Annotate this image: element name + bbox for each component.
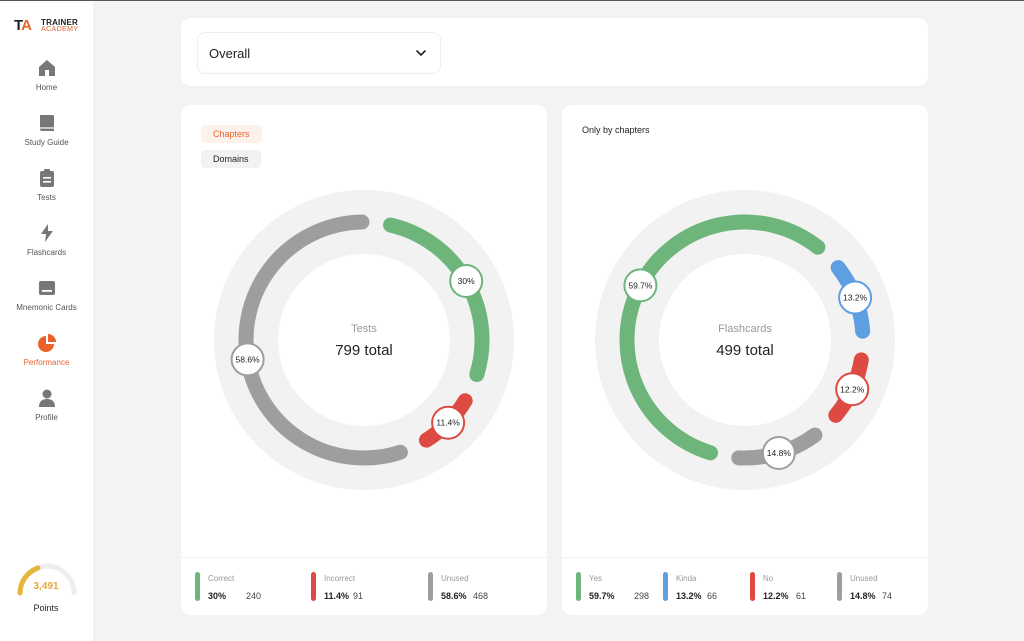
logo-line-1: TRAINER [41, 18, 78, 27]
legend-count: 240 [246, 591, 262, 601]
book-icon [40, 115, 54, 131]
donut-hole [659, 254, 831, 426]
label-bubble [838, 280, 873, 315]
filter-card: Overall [181, 18, 928, 86]
points-value: 3,491 [33, 581, 59, 592]
segment-label-correct: 30% [449, 264, 484, 298]
legend-swatch [663, 572, 668, 601]
clipboard-icon [40, 169, 54, 187]
card-icon [39, 281, 55, 295]
nav-label: Flashcards [26, 248, 67, 257]
nav-label: Performance [23, 358, 70, 367]
legend-name: Correct [208, 574, 235, 583]
logo-mark: TA [14, 17, 32, 34]
nav-label: Tests [37, 193, 56, 202]
donut-hole [278, 254, 450, 426]
legend-name: Unused [850, 574, 878, 583]
chevron-down-icon [416, 50, 426, 56]
segment-label-yes: 59.7% [623, 268, 658, 303]
lightning-icon [41, 224, 53, 242]
segment-label-incorrect: 11.4% [431, 405, 466, 440]
label-text: 12.2% [840, 384, 865, 394]
tests-legend: Correct 30% 240 Incorrect 11.4% 91 Unuse… [181, 557, 547, 615]
label-text: 30% [458, 276, 475, 286]
nav-label: Mnemonic Cards [16, 303, 77, 312]
donut-center-label: Tests [351, 323, 377, 335]
nav-item-study-guide[interactable]: Study Guide [0, 113, 93, 159]
logo-line-2: ACADEMY [41, 26, 79, 33]
legend-percent: 12.2% [763, 591, 789, 601]
legend-swatch [750, 572, 755, 601]
legend-name: Incorrect [324, 574, 356, 583]
pie-chart-icon [38, 334, 56, 352]
tests-card: Chapters Domains Tests 799 total 30% 11.4… [181, 105, 547, 615]
flashcards-donut-chart: Flashcards 499 total 59.7% 13.2% 12.2% 14.8… [595, 190, 895, 490]
label-text: 58.6% [236, 354, 261, 364]
tab-domains[interactable]: Domains [201, 150, 261, 168]
label-text: 14.8% [767, 448, 792, 458]
label-bubble [449, 264, 484, 298]
legend-count: 61 [796, 591, 807, 601]
legend-count: 298 [634, 591, 650, 601]
nav-label: Home [35, 83, 58, 92]
nav-item-home[interactable]: Home [0, 58, 93, 104]
legend-count: 66 [707, 591, 718, 601]
nav-item-flashcards[interactable]: Flashcards [0, 223, 93, 269]
card-subtitle: Only by chapters [582, 125, 650, 135]
user-icon [39, 389, 55, 407]
legend-percent: 59.7% [589, 591, 615, 601]
legend-swatch [428, 572, 433, 601]
nav-label: Profile [35, 413, 58, 422]
brand-logo[interactable]: TA TRAINER ACADEMY [14, 17, 84, 37]
legend-name: Unused [441, 574, 469, 583]
flashcards-card: Only by chapters Flashcards 499 total 59… [562, 105, 928, 615]
donut-center-label: Flashcards [718, 323, 772, 335]
nav-item-mnemonic-cards[interactable]: Mnemonic Cards [0, 278, 93, 324]
points-gauge [17, 563, 77, 596]
label-text: 13.2% [843, 293, 868, 303]
flashcards-legend: Yes 59.7% 298 Kinda 13.2% 66 No 12.2% 61… [562, 557, 928, 615]
legend-count: 74 [882, 591, 893, 601]
legend-name: Yes [589, 574, 603, 583]
donut-center-total: 799 total [335, 342, 393, 359]
label-bubble [835, 372, 870, 407]
label-text: 59.7% [628, 280, 653, 290]
label-bubble [230, 342, 265, 377]
home-icon [39, 60, 55, 76]
label-bubble [431, 405, 466, 440]
legend-swatch [311, 572, 316, 601]
segment-label-unused: 14.8% [761, 436, 796, 471]
nav-item-performance[interactable]: Performance [0, 333, 93, 379]
legend-percent: 30% [208, 591, 227, 601]
nav-item-tests[interactable]: Tests [0, 168, 93, 214]
tests-donut-chart: Tests 799 total 30% 11.4% 58.6% [214, 190, 514, 490]
top-border [0, 0, 1024, 1]
legend-name: No [763, 574, 774, 583]
label-text: 11.4% [436, 418, 460, 428]
nav-item-profile[interactable]: Profile [0, 388, 93, 434]
segment-label-no: 12.2% [835, 372, 870, 407]
segment-label-kinda: 13.2% [838, 280, 873, 315]
donut-center-total: 499 total [716, 342, 774, 359]
label-bubble [761, 436, 796, 471]
tab-chapters[interactable]: Chapters [201, 125, 262, 143]
points-widget: 3,491 Points [10, 561, 82, 621]
legend-count: 468 [473, 591, 489, 601]
legend-count: 91 [353, 591, 364, 601]
sidebar: TA TRAINER ACADEMY Home Study Guide Test… [0, 1, 93, 641]
dropdown-value: Overall [209, 46, 251, 61]
legend-swatch [576, 572, 581, 601]
label-bubble [623, 268, 658, 303]
legend-swatch [195, 572, 200, 601]
legend-percent: 14.8% [850, 591, 876, 601]
points-label: Points [33, 603, 59, 613]
nav-label: Study Guide [24, 138, 69, 147]
overall-dropdown[interactable]: Overall [197, 32, 441, 74]
legend-swatch [837, 572, 842, 601]
legend-percent: 58.6% [441, 591, 467, 601]
segment-label-unused: 58.6% [230, 342, 265, 377]
legend-percent: 11.4% [324, 591, 350, 601]
legend-name: Kinda [676, 574, 697, 583]
legend-percent: 13.2% [676, 591, 702, 601]
